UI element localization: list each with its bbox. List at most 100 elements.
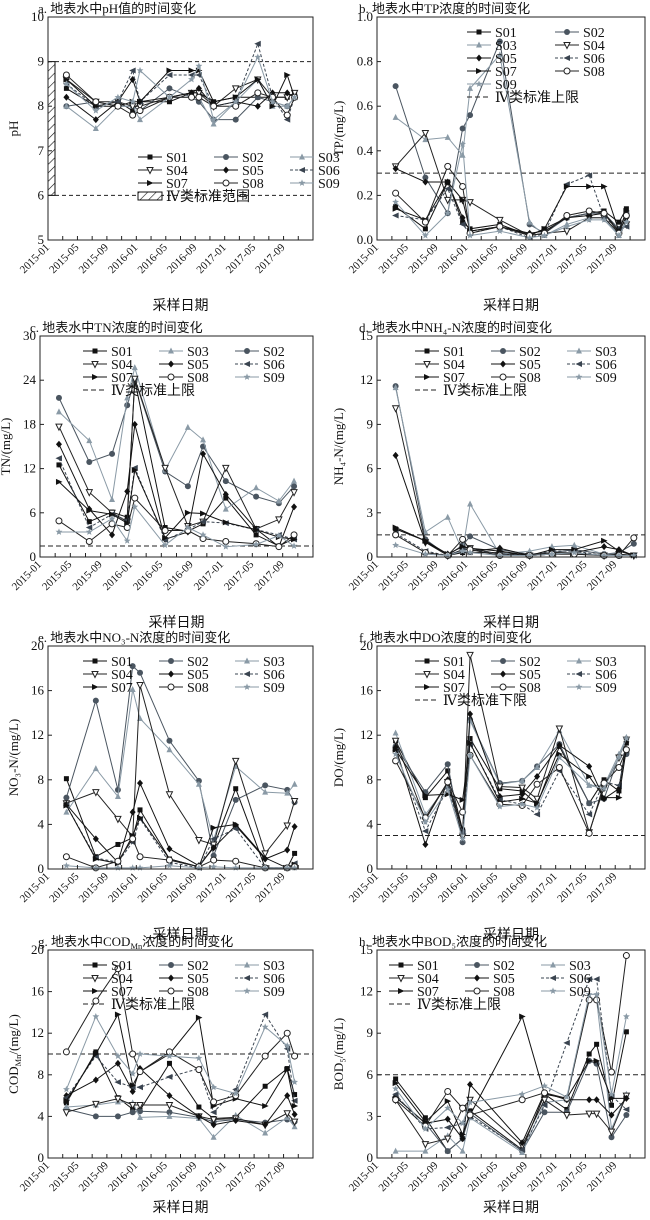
legend-item-s07: S07	[83, 371, 133, 386]
legend-marker	[243, 373, 251, 380]
y-tick-label: 10	[31, 9, 44, 24]
data-point	[421, 1141, 430, 1149]
data-point	[615, 794, 623, 801]
data-point	[290, 489, 298, 497]
legend-marker	[576, 657, 582, 664]
data-point	[585, 781, 593, 789]
data-point	[422, 231, 429, 239]
data-point	[459, 151, 466, 158]
data-point	[92, 107, 100, 114]
y-tick-label: 20	[31, 942, 44, 957]
data-point	[131, 420, 138, 428]
data-point	[444, 1124, 451, 1131]
y-tick-label: 4	[38, 1108, 45, 1123]
x-axis-label: 采样日期	[153, 927, 209, 943]
legend-item-s08: S08	[159, 371, 209, 386]
legend-label: S05	[519, 358, 541, 373]
x-tick-label: 2016-09	[496, 241, 531, 276]
legend-label: S03	[569, 959, 591, 974]
x-tick-label: 2017-05	[555, 241, 590, 276]
x-tick-label: 2017-09	[585, 558, 620, 593]
data-point	[533, 780, 541, 788]
data-point	[223, 495, 229, 501]
legend-label: Ⅳ类标准上限	[417, 997, 501, 1013]
data-point	[291, 483, 298, 490]
data-point	[114, 786, 121, 793]
x-tick-label: 2016-09	[496, 870, 531, 905]
data-point	[585, 990, 593, 998]
x-tick-label: 2015-05	[47, 1159, 82, 1194]
data-point	[623, 1112, 630, 1119]
data-point	[109, 531, 116, 539]
data-point	[184, 509, 192, 516]
legend-marker	[550, 961, 556, 968]
legend-label: S01	[443, 655, 465, 670]
legend-item-s09: S09	[235, 985, 285, 1000]
data-point	[222, 543, 230, 550]
data-point	[608, 1134, 615, 1141]
data-point	[166, 862, 173, 869]
x-tick-label: 2015-09	[77, 1159, 112, 1194]
data-point	[253, 526, 260, 533]
legend-label: S02	[519, 655, 541, 670]
legend: S01 S02 S03 S04 S05 S06 S07 S08 S09 Ⅳ类标准上限	[389, 959, 591, 1013]
series-line-s05	[395, 1083, 627, 1144]
data-point	[232, 1117, 239, 1125]
data-point	[290, 542, 298, 549]
data-point	[585, 172, 593, 179]
data-point	[526, 234, 533, 241]
legend-item-standard: Ⅳ类标准下限	[415, 693, 527, 709]
data-point	[586, 1051, 592, 1057]
data-point	[622, 223, 630, 230]
legend-marker	[92, 988, 99, 994]
y-axis-label: NH₄-N/(mg/L)	[331, 408, 346, 485]
data-point	[129, 1082, 137, 1089]
data-point	[518, 800, 526, 808]
data-point	[459, 221, 466, 228]
legend-marker	[575, 373, 583, 380]
data-point	[392, 1085, 399, 1092]
x-tick-label: 2016-05	[135, 870, 170, 905]
legend-label: Ⅳ类标准上限	[495, 90, 579, 106]
data-point	[166, 1060, 172, 1066]
data-point	[563, 223, 571, 230]
legend-marker	[168, 670, 174, 678]
y-tick-label: 18	[23, 416, 36, 431]
data-point	[392, 1096, 400, 1104]
legend-label: S09	[318, 177, 340, 192]
legend-marker	[146, 167, 154, 175]
y-tick-label: 7	[38, 143, 45, 158]
x-tick-label: 2015-01	[347, 1160, 381, 1194]
data-point	[232, 821, 240, 828]
data-point	[129, 67, 136, 74]
legend-item-s05: S05	[467, 52, 517, 67]
data-point	[392, 1080, 400, 1087]
x-tick-label: 2016-01	[436, 1160, 470, 1194]
data-point	[114, 1079, 121, 1086]
data-point	[254, 53, 262, 61]
series-line-s09	[66, 55, 295, 121]
data-point	[130, 375, 139, 384]
legend-marker	[92, 962, 98, 968]
data-point	[166, 737, 173, 744]
chart-title: b. 地表水中TP浓度的时间变化	[359, 1, 530, 16]
x-tick-label: 2015-01	[18, 871, 52, 905]
y-tick-label: 15	[360, 942, 373, 957]
data-point	[92, 1076, 99, 1084]
data-point	[467, 84, 474, 91]
data-point	[136, 853, 144, 861]
data-point	[467, 736, 473, 742]
data-point	[85, 489, 94, 497]
data-point	[519, 790, 526, 798]
data-point	[114, 965, 122, 973]
y-tick-label: 0	[30, 549, 37, 564]
data-point	[466, 199, 474, 207]
legend-item-s04: S04	[83, 668, 133, 683]
legend-item-standard: Ⅳ类标准上限	[389, 997, 501, 1013]
legend-label: S04	[583, 39, 605, 54]
data-point	[291, 1123, 298, 1130]
series-line-s06	[58, 458, 295, 541]
legend-item-s04: S04	[555, 39, 605, 54]
data-point	[444, 786, 452, 793]
data-point	[571, 541, 578, 548]
